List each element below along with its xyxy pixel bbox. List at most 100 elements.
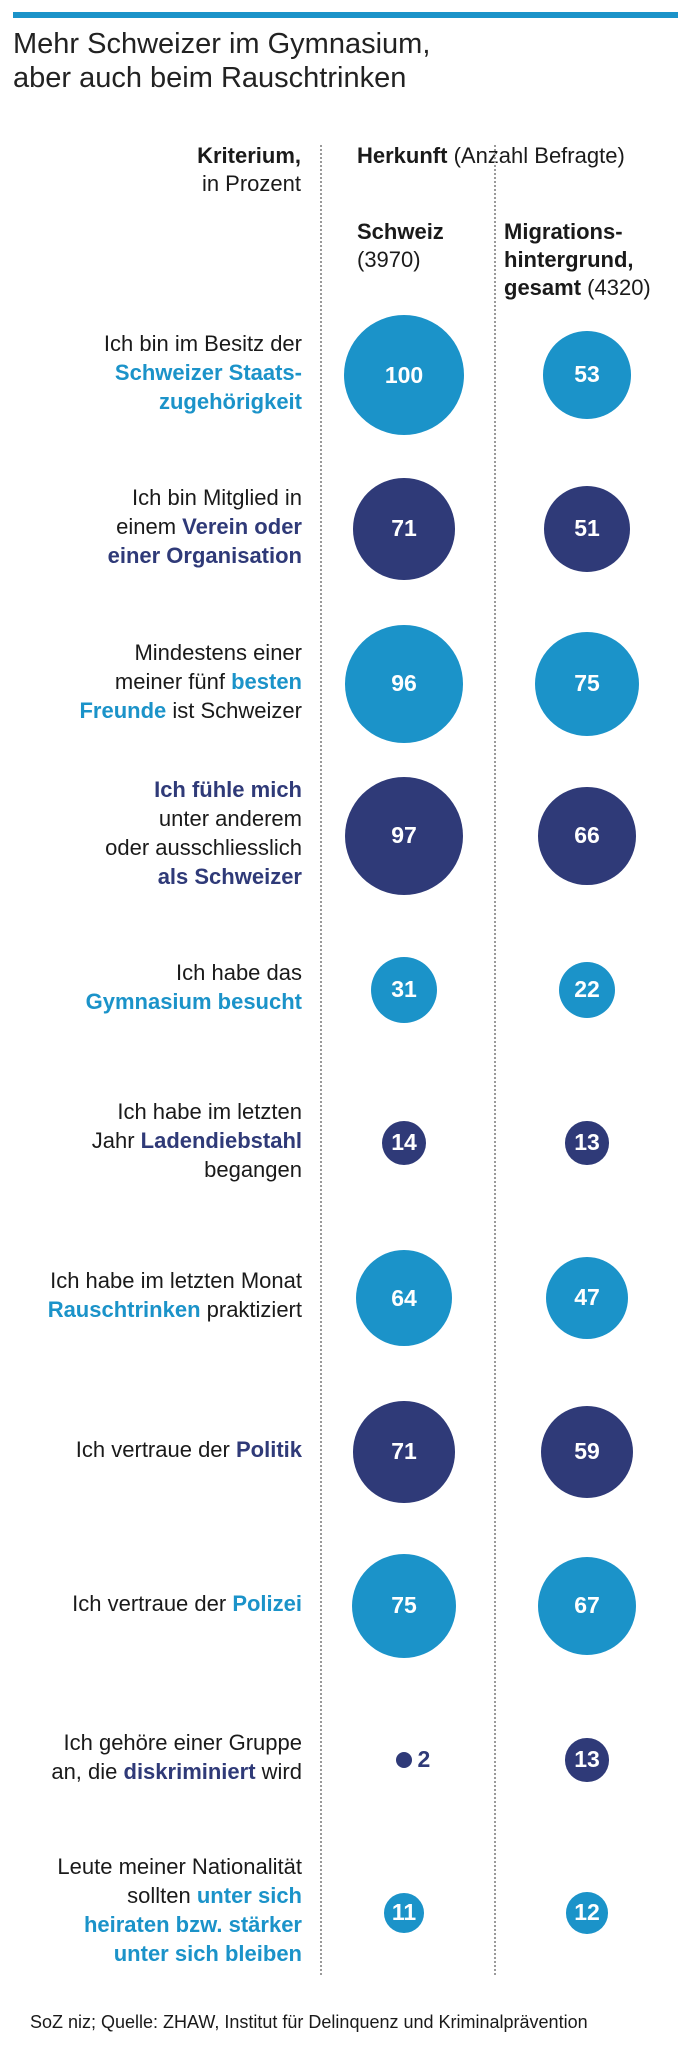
row-5-bubble-schweiz: 31 [370,956,438,1024]
row-3-label-line-2: meiner fünf besten [10,667,302,696]
row-4-label: Ich fühle mich unter anderem oder ausschli… [10,775,302,891]
row-6-label-line-1: Ich habe im letzten [10,1097,302,1126]
row-7-label-line-2-part-1: Rauschtrinken [47,1297,201,1322]
row-7-label-line-2-part-2: praktiziert [200,1297,302,1322]
row-8-label-line-1-part-2: Politik [235,1436,302,1462]
row-4-label-line-1-part-1: Ich fühle mich [154,777,302,802]
row-9-label-line-1-part-2: Polizei [232,1590,302,1616]
origin-header-bold: Herkunft [357,143,448,168]
chart-title: Mehr Schweizer im Gymnasium, aber auch b… [13,27,673,95]
row-3-label-line-1: Mindestens einer [10,638,302,667]
row-4-label-line-4: als Schweizer [10,862,302,891]
col-header-migration-line1: Migrations- [504,219,623,244]
source-note: SoZ niz; Quelle: ZHAW, Institut für Deli… [30,2012,588,2032]
title-line-2: aber auch beim Rauschtrinken [13,62,407,94]
row-9-label: Ich vertraue der Polizei [10,1589,302,1618]
row-11-bubble-migration: 12 [566,1892,608,1934]
row-5-label-line-1-part-1: Ich habe das [176,960,302,985]
row-1-label-line-3-part-1: zugehörigkeit [158,388,302,414]
col-header-schweiz-name: Schweiz [357,219,444,244]
row-10-label-line-1: Ich gehöre einer Gruppe [10,1728,303,1757]
row-7-bubble-schweiz: 64 [356,1250,452,1346]
row-1-label-line-3: zugehörigkeit [10,387,302,416]
row-2-label-line-3-part-1: einer Organisation [107,542,302,568]
divider-left [320,145,322,1975]
row-5-label: Ich habe das Gymnasium besucht [10,958,302,1016]
row-8-label-line-1: Ich vertraue der Politik [10,1435,302,1464]
row-3-label-line-3-part-2: ist Schweizer [166,697,302,723]
row-7-label-line-1: Ich habe im letzten Monat [10,1266,302,1295]
row-11-label-line-4-part-1: unter sich bleiben [113,1941,302,1966]
row-11-label-line-2-part-2: unter sich [196,1883,302,1908]
row-10-label-line-2-part-2: diskriminiert [123,1759,256,1784]
col-header-migration: Migrations- hintergrund, gesamt (4320) [504,218,651,302]
row-3-label: Mindestens einer meiner fünf besten Freund… [10,638,302,725]
row-11-label-line-2-part-1: sollten [127,1883,197,1908]
row-2-label-line-2: einem Verein oder [10,512,302,541]
row-10-label-line-2-part-1: an, die [51,1759,124,1784]
row-11-label-line-3: heiraten bzw. stärker [10,1910,302,1939]
row-10-bubble-schweiz [395,1751,413,1769]
row-4-label-line-3-part-1: oder ausschliesslich [105,835,302,860]
row-4-bubble-schweiz: 97 [344,776,464,896]
row-9-label-line-1: Ich vertraue der Polizei [10,1589,302,1618]
row-8-bubble-migration: 59 [540,1405,634,1499]
row-7-bubble-migration: 47 [545,1256,629,1340]
row-10-label: Ich gehöre einer Gruppe an, die diskrimin… [10,1728,302,1786]
row-2-label-line-1-part-1: Ich bin Mitglied in [132,484,302,510]
col-header-schweiz-count: (3970) [357,247,421,272]
row-4-label-line-3: oder ausschliesslich [10,833,302,862]
title-line-1: Mehr Schweizer im Gymnasium, [13,28,431,60]
row-5-label-line-1: Ich habe das [10,958,302,987]
row-2-label-line-2-part-1: einem [116,513,183,539]
row-3-label-line-3: Freunde ist Schweizer [10,696,302,725]
row-5-bubble-migration: 22 [558,961,616,1019]
row-4-label-line-2-part-1: unter anderem [158,806,302,831]
row-11-label-line-1-part-1: Leute meiner Nationalität [57,1854,302,1879]
row-3-bubble-migration: 75 [535,632,639,736]
row-1-label-line-2: Schweizer Staats- [10,358,302,387]
row-6-bubble-schweiz: 14 [381,1120,427,1166]
row-4-bubble-migration: 66 [538,787,636,885]
row-11-label: Leute meiner Nationalität sollten unter s… [10,1852,302,1968]
col-header-migration-count: (4320) [581,275,651,300]
row-1-label-line-1: Ich bin im Besitz der [10,329,302,358]
criterion-header-unit: in Prozent [201,171,301,196]
row-3-bubble-schweiz: 96 [345,625,463,743]
divider-right [494,145,496,1975]
row-1-label-line-1-part-1: Ich bin im Besitz der [103,330,302,356]
row-6-label-line-3: begangen [10,1155,302,1184]
row-3-label-line-3-part-1: Freunde [79,697,167,723]
row-11-label-line-1: Leute meiner Nationalität [10,1852,302,1881]
origin-header-rest: (Anzahl Befragte) [447,143,625,168]
row-2-bubble-schweiz: 71 [353,478,455,580]
row-8-label-line-1-part-1: Ich vertraue der [75,1436,236,1462]
row-4-label-line-4-part-1: als Schweizer [157,864,302,889]
row-10-value-schweiz: 2 [417,1746,431,1772]
row-5-label-line-2-part-1: Gymnasium besucht [85,989,302,1014]
row-3-label-line-2-part-1: meiner fünf [114,668,232,694]
col-header-migration-line3: gesamt [504,275,582,300]
row-1-bubble-migration: 53 [543,331,631,419]
row-7-label: Ich habe im letzten Monat Rauschtrinken p… [10,1266,302,1324]
row-11-label-line-3-part-1: heiraten bzw. stärker [83,1912,302,1937]
row-11-label-line-2: sollten unter sich [10,1881,302,1910]
row-9-bubble-schweiz: 75 [352,1554,456,1658]
row-8-label: Ich vertraue der Politik [10,1435,302,1464]
top-accent-bar [13,12,678,18]
row-10-label-line-2: an, die diskriminiert wird [10,1757,302,1786]
row-6-label-line-2-part-2: Ladendiebstahl [140,1127,302,1153]
row-1-bubble-schweiz: 100 [344,315,464,435]
col-header-schweiz: Schweiz (3970) [357,218,444,274]
criterion-header-bold: Kriterium, [197,143,301,168]
row-7-label-line-1-part-1: Ich habe im letzten Monat [50,1268,302,1293]
origin-header: Herkunft (Anzahl Befragte) [357,142,625,170]
criterion-header: Kriterium, in Prozent [197,142,301,198]
row-10-label-line-1-part-1: Ich gehöre einer Gruppe [63,1730,303,1755]
row-10-bubble-migration: 13 [565,1738,609,1782]
row-6-label-line-2: Jahr Ladendiebstahl [10,1126,302,1155]
row-2-bubble-migration: 51 [544,486,630,572]
row-9-bubble-migration: 67 [537,1556,637,1656]
row-9-label-line-1-part-1: Ich vertraue der [72,1590,233,1616]
row-4-label-line-1: Ich fühle mich [10,775,302,804]
